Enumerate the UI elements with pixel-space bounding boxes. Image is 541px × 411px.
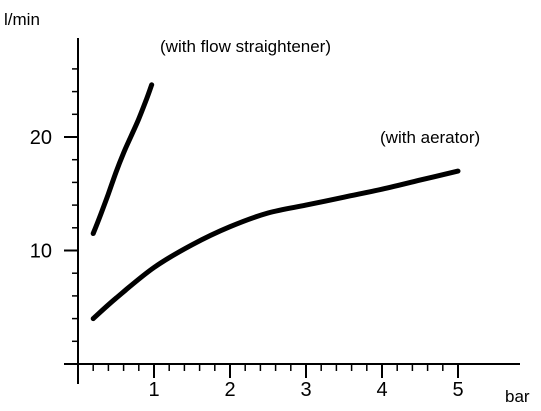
minor-ticks (72, 68, 459, 371)
series-line-aerator (90, 168, 461, 322)
x-tick-label: 2 (224, 379, 235, 401)
x-tick-label: 5 (452, 379, 463, 401)
x-tick-label: 4 (376, 379, 387, 401)
annotation-flow-straightener: (with flow straightener) (160, 37, 331, 56)
x-tick-label: 1 (148, 379, 159, 401)
y-tick-label: 10 (30, 241, 52, 263)
y-axis-label: l/min (4, 10, 40, 29)
x-axis-label: bar (505, 387, 530, 406)
series-line-flow-straightener (90, 82, 155, 236)
y-tick-label: 20 (30, 127, 52, 149)
tick-labels: 1 2 3 4 5 10 20 (30, 127, 464, 401)
major-ticks (64, 136, 459, 378)
x-tick-label: 3 (300, 379, 311, 401)
annotation-aerator: (with aerator) (380, 128, 480, 147)
